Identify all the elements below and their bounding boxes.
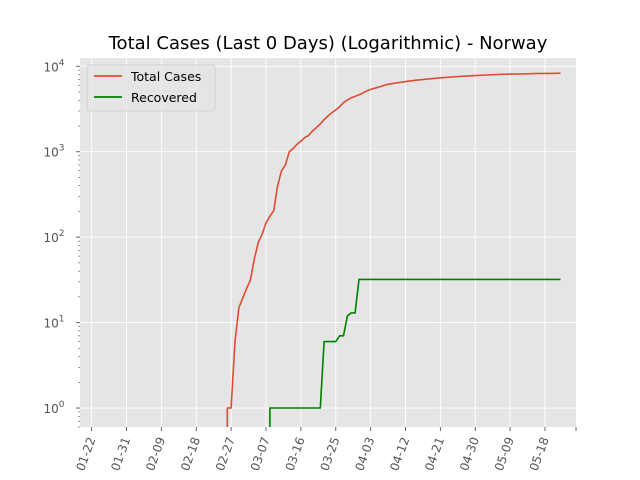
x-tick-label: 05-09 bbox=[492, 435, 517, 473]
chart-title: Total Cases (Last 0 Days) (Logarithmic) … bbox=[108, 33, 548, 54]
x-tick-label: 04-30 bbox=[457, 435, 482, 473]
x-tick-label: 04-12 bbox=[387, 435, 412, 473]
y-tick-label: 103 bbox=[43, 144, 64, 160]
x-axis: 01-22 01-31 02-09 02-18 02-27 03-07 03-16 03-25… bbox=[73, 427, 577, 473]
x-tick-label: 02-18 bbox=[178, 435, 203, 473]
x-tick-label: 03-25 bbox=[317, 435, 342, 473]
legend: Total Cases Recovered bbox=[86, 64, 216, 112]
x-tick-label: 04-21 bbox=[422, 435, 447, 473]
gridlines bbox=[80, 58, 576, 427]
x-tick-label: 03-16 bbox=[283, 435, 308, 473]
x-tick-label: 03-07 bbox=[248, 435, 273, 473]
series-layer bbox=[226, 72, 561, 427]
x-tick-label: 05-18 bbox=[527, 435, 552, 473]
y-tick-label: 104 bbox=[43, 58, 64, 74]
y-tick-label: 100 bbox=[43, 400, 64, 416]
x-tick-label: 01-22 bbox=[73, 435, 98, 473]
x-tick-label: 02-27 bbox=[213, 435, 238, 473]
series-line-1 bbox=[226, 72, 561, 427]
series-line-2 bbox=[269, 278, 561, 427]
y-tick-label: 102 bbox=[43, 229, 64, 245]
x-tick-label: 02-09 bbox=[143, 435, 168, 473]
legend-label: Recovered bbox=[131, 90, 197, 105]
y-tick-label: 101 bbox=[43, 315, 64, 331]
plot-area bbox=[80, 58, 576, 427]
x-tick-label: 04-03 bbox=[352, 435, 377, 473]
x-tick-label: 01-31 bbox=[108, 435, 133, 473]
legend-label: Total Cases bbox=[130, 69, 201, 84]
y-axis: 100 101 102 103 104 bbox=[43, 58, 80, 428]
